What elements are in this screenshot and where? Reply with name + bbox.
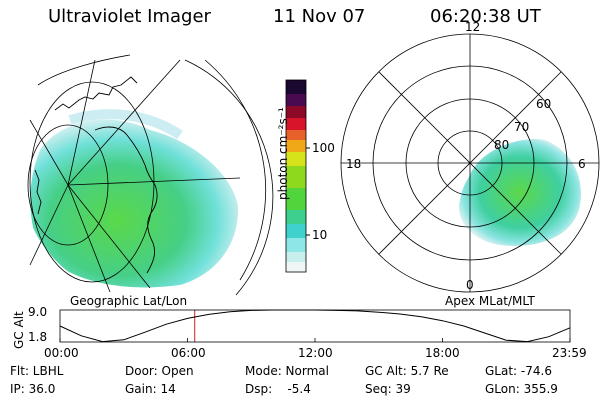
seq-value: Seq: 39 bbox=[365, 382, 411, 396]
door-value: Door: Open bbox=[125, 364, 194, 378]
x-tick-0: 00:00 bbox=[44, 346, 79, 360]
auroral-oval bbox=[459, 139, 581, 246]
date-label: 11 Nov 07 bbox=[273, 6, 366, 27]
time-label: 06:20:38 UT bbox=[430, 6, 541, 27]
glon-value: GLon: 355.9 bbox=[485, 382, 558, 396]
mlat-label-70: 70 bbox=[514, 120, 530, 134]
mlat-label-80: 80 bbox=[494, 138, 510, 152]
gc-alt-value: GC Alt: 5.7 Re bbox=[365, 364, 449, 378]
y-tick-min: 1.8 bbox=[28, 330, 48, 344]
polar-caption: Apex MLat/MLT bbox=[445, 294, 535, 308]
colorbar bbox=[285, 79, 310, 273]
ip-value: IP: 36.0 bbox=[10, 382, 56, 396]
mlt-label-6: 6 bbox=[578, 157, 586, 171]
altitude-chart bbox=[59, 309, 571, 343]
y-axis-label: GC Alt bbox=[12, 311, 26, 349]
series-line bbox=[59, 309, 571, 343]
mlt-label-12: 12 bbox=[465, 20, 481, 34]
geographic-panel bbox=[27, 54, 274, 342]
mode-value: Mode: Normal bbox=[245, 364, 329, 378]
x-tick-2: 12:00 bbox=[298, 346, 333, 360]
mlt-label-18: 18 bbox=[346, 157, 362, 171]
x-tick-3: 18:00 bbox=[425, 346, 460, 360]
glat-value: GLat: -74.6 bbox=[485, 364, 552, 378]
mlat-label-60: 60 bbox=[536, 97, 552, 111]
x-tick-1: 06:00 bbox=[171, 346, 206, 360]
y-tick-max: 9.0 bbox=[28, 305, 48, 319]
colorbar-tick-100: 100 bbox=[312, 141, 335, 155]
coastlines bbox=[34, 76, 158, 274]
x-tick-4: 23:59 bbox=[552, 346, 587, 360]
geo-image bbox=[30, 109, 239, 288]
colorbar-tick-10: 10 bbox=[312, 228, 328, 242]
polar-grid bbox=[340, 33, 600, 293]
plot-frame bbox=[59, 309, 571, 343]
polar-panel bbox=[340, 33, 600, 293]
flt-value: Flt: LBHL bbox=[10, 364, 64, 378]
dsp-value: Dsp: -5.4 bbox=[245, 382, 311, 396]
colorbar-label: photon cm⁻²s⁻¹ bbox=[276, 107, 290, 200]
gain-value: Gain: 14 bbox=[125, 382, 176, 396]
instrument-title: Ultraviolet Imager bbox=[48, 6, 211, 27]
geo-grid bbox=[27, 54, 274, 296]
geo-caption: Geographic Lat/Lon bbox=[70, 294, 188, 308]
mlt-label-0: 0 bbox=[466, 278, 474, 292]
